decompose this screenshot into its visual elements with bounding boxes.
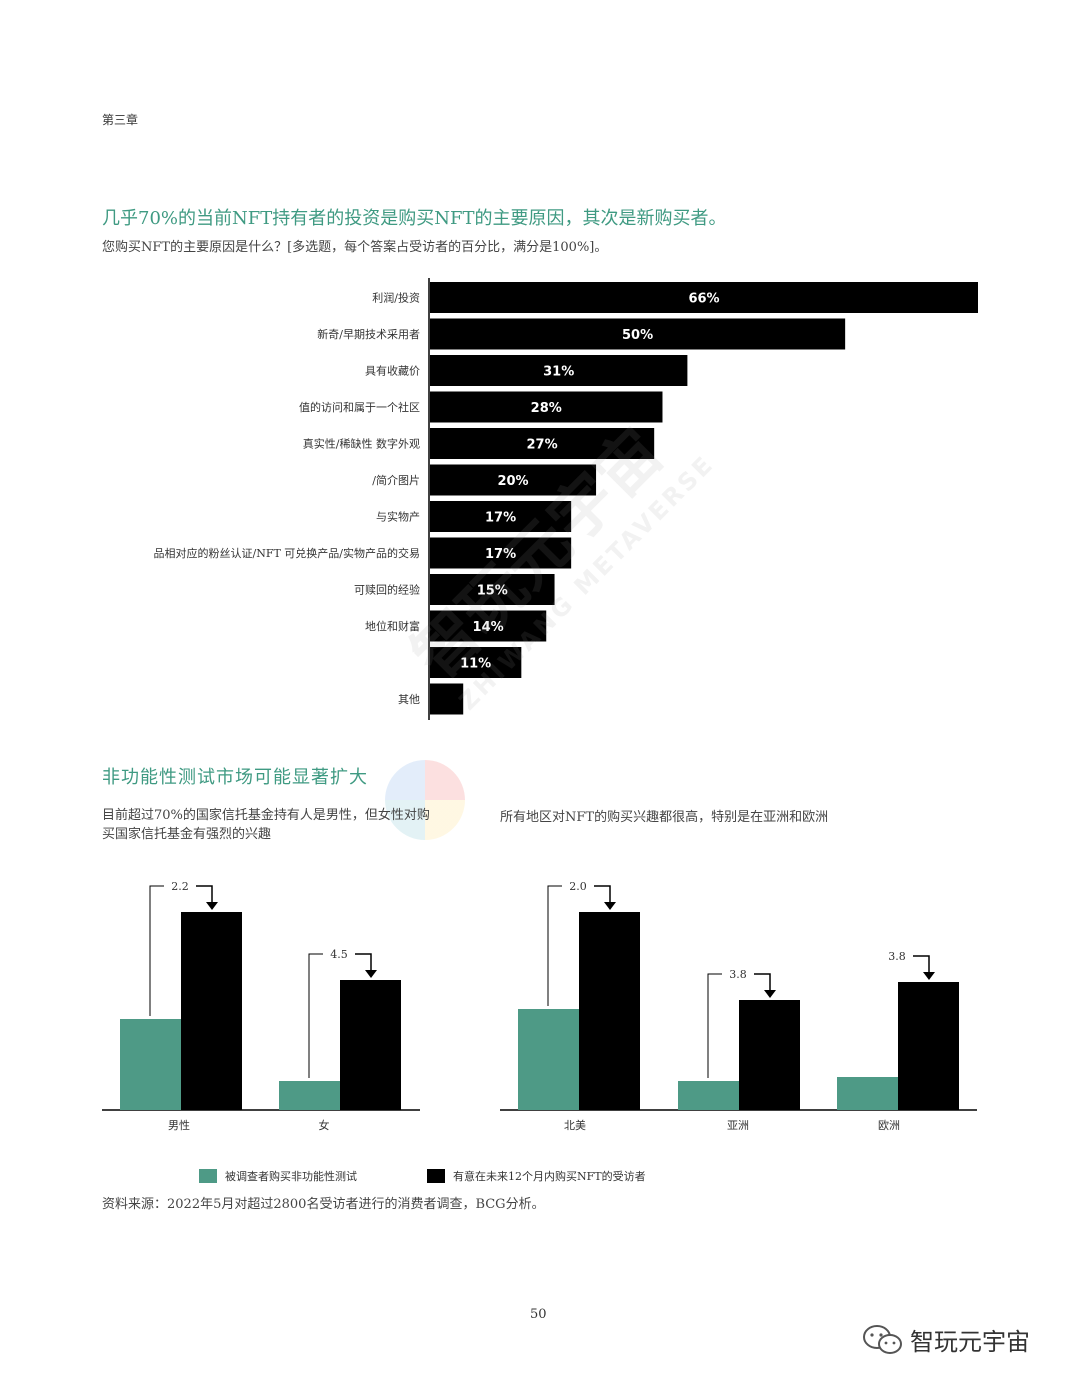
value-label: 31% [543, 365, 574, 380]
category-label: 亚洲 [727, 1119, 749, 1132]
category-label: 与实物产 [376, 510, 420, 524]
bar [430, 391, 663, 423]
bracket-line [707, 973, 722, 1078]
bar-teal [837, 1077, 898, 1110]
category-label: 新奇/早期技术采用者 [317, 327, 420, 341]
bracket-arrow-line [754, 973, 771, 992]
bar-teal [120, 1019, 181, 1110]
legend-item-teal: 被调查者购买非功能性测试 [199, 1168, 357, 1184]
bar-black [898, 982, 959, 1110]
category-label: 北美 [564, 1119, 586, 1132]
value-label: 28% [531, 401, 562, 416]
bar-teal [279, 1081, 340, 1110]
bar [430, 683, 464, 715]
bar [430, 282, 978, 313]
value-label: 15% [477, 584, 508, 599]
category-label: 其他 [398, 693, 420, 706]
page-number: 50 [530, 1307, 547, 1322]
bracket-arrow-line [355, 953, 372, 972]
category-label: 真实性/稀缺性 数字外观 [303, 437, 420, 451]
wechat-icon [863, 1324, 902, 1354]
bar-teal [678, 1081, 739, 1110]
value-label: 20% [497, 474, 528, 489]
bracket-line [308, 953, 323, 1078]
legend-swatch-black [427, 1169, 445, 1183]
value-label: 17% [485, 547, 516, 562]
multiplier-label: 3.8 [729, 968, 747, 981]
bar [430, 355, 688, 386]
category-label: 地位和财富 [365, 619, 420, 633]
category-label: 利润/投资 [372, 291, 420, 305]
multiplier-label: 2.2 [171, 880, 189, 893]
brand-name: 智玩元宇宙 [910, 1328, 1030, 1356]
bar-black [739, 1000, 800, 1110]
value-label: 14% [473, 620, 504, 635]
legend-swatch-teal [199, 1169, 217, 1183]
gender-chart-description: 目前超过70%的国家信托基金持有人是男性，但女性对购买国家信托基金有强烈的兴趣 [102, 808, 430, 842]
legend: 被调查者购买非功能性测试 有意在未来12个月内购买NFT的受访者 [199, 1168, 716, 1184]
category-label: 女 [319, 1118, 330, 1132]
section-title: 非功能性测试市场可能显著扩大 [102, 767, 368, 788]
bar [430, 318, 846, 350]
bracket-arrowhead [206, 902, 218, 910]
value-label: 27% [527, 438, 558, 453]
region-chart-description: 所有地区对NFT的购买兴趣都很高，特别是在亚洲和欧洲 [500, 810, 829, 825]
bracket-arrowhead [764, 990, 776, 998]
legend-item-black: 有意在未来12个月内购买NFT的受访者 [427, 1168, 646, 1184]
legend-label: 被调查者购买非功能性测试 [225, 1170, 357, 1183]
value-label: 50% [622, 328, 653, 343]
value-label: 17% [485, 511, 516, 526]
chart-subtitle: 您购买NFT的主要原因是什么？[多选题，每个答案占受访者的百分比，满分是100%… [102, 240, 608, 255]
multiplier-label: 3.8 [888, 950, 906, 963]
legend-label: 有意在未来12个月内购买NFT的受访者 [453, 1170, 646, 1183]
multiplier-label: 2.0 [569, 880, 587, 893]
bar [430, 647, 522, 678]
bracket-arrowhead [604, 902, 616, 910]
category-label: 值的访问和属于一个社区 [299, 400, 420, 414]
bracket-arrow-line [594, 885, 611, 904]
category-label: 可赎回的经验 [354, 583, 420, 597]
category-label: 男性 [168, 1118, 190, 1132]
bracket-arrowhead [365, 970, 377, 978]
brand-footer: 智玩元宇宙 [862, 1322, 1030, 1357]
chart-title: 几乎70%的当前NFT持有者的投资是购买NFT的主要原因，其次是新购买者。 [102, 208, 727, 229]
bar [430, 574, 555, 605]
bar-black [579, 912, 640, 1110]
watermark-logo-icon [385, 760, 465, 840]
category-label: /简介图片 [372, 473, 420, 487]
value-label: 11% [460, 657, 491, 672]
reasons-bar-chart: 利润/投资 66% 新奇/早期技术采用者 50% 具有收藏价 31% 值的访问和属于一个社区… [153, 278, 978, 720]
bar [430, 537, 572, 569]
bar [430, 610, 547, 642]
region-bar-chart: 2.0 北美 3.8 亚洲 3.8 欧洲 [500, 880, 977, 1132]
chapter-label: 第三章 [102, 113, 139, 127]
bracket-line [547, 885, 562, 1006]
value-label: 66% [688, 292, 719, 307]
bracket-arrow-line [913, 955, 930, 974]
bar [430, 501, 572, 532]
bar-black [340, 980, 401, 1110]
multiplier-label: 4.5 [330, 948, 348, 961]
category-label: 欧洲 [878, 1119, 900, 1132]
category-label: 品相对应的粉丝认证/NFT 可兑换产品/实物产品的交易 [153, 546, 420, 560]
gender-bar-chart: 2.2 男性 4.5 女 [102, 880, 420, 1132]
bracket-arrow-line [196, 885, 213, 904]
bar-black [181, 912, 242, 1110]
bracket-line [149, 885, 164, 1016]
category-label: 具有收藏价 [365, 364, 420, 378]
bar-teal [518, 1009, 579, 1110]
bar [430, 464, 597, 496]
bar [430, 428, 655, 459]
bracket-arrowhead [923, 972, 935, 980]
source-note: 资料来源：2022年5月对超过2800名受访者进行的消费者调查，BCG分析。 [102, 1197, 545, 1212]
